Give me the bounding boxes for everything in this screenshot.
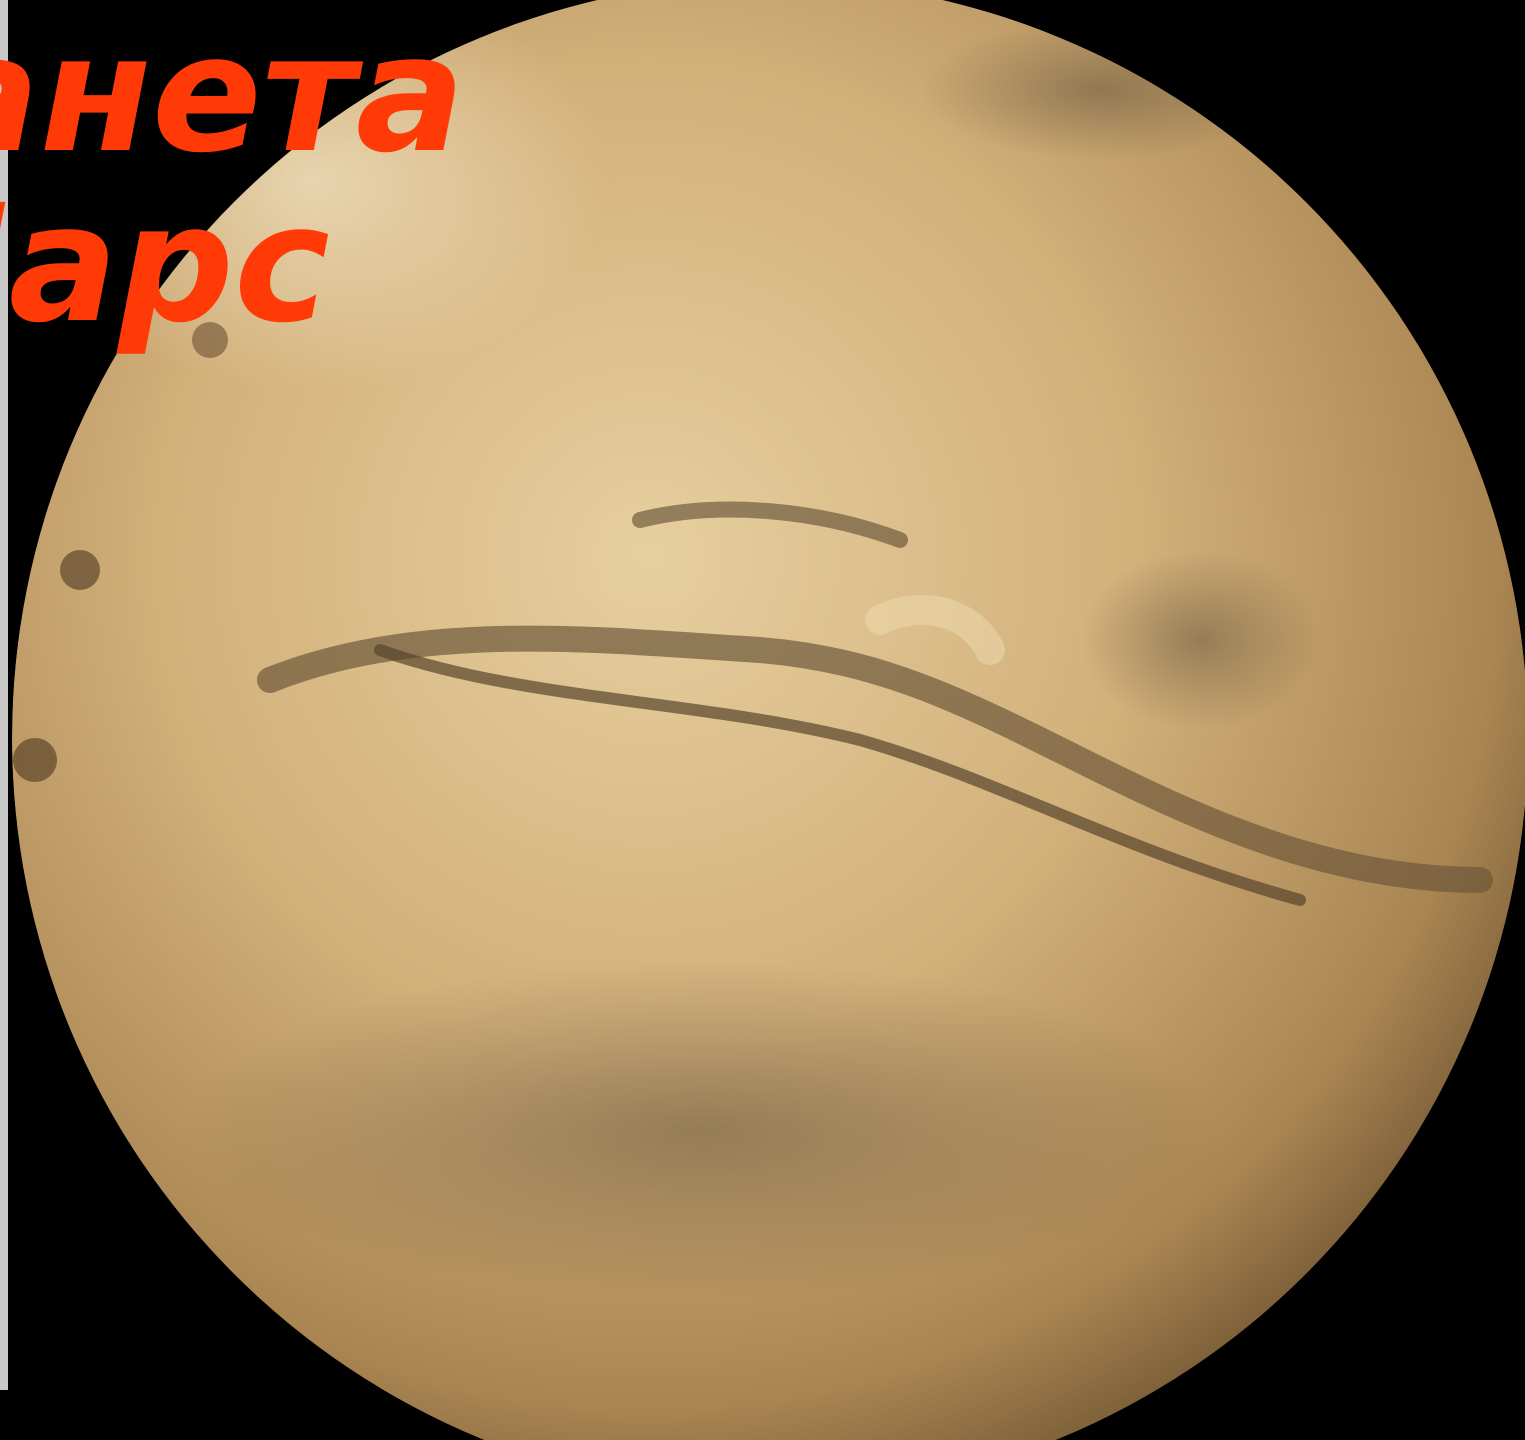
mars-image (12, 0, 1525, 1440)
title-line: Марс (0, 171, 330, 359)
title-line: Планета (0, 1, 465, 189)
side-strip (0, 0, 8, 1390)
